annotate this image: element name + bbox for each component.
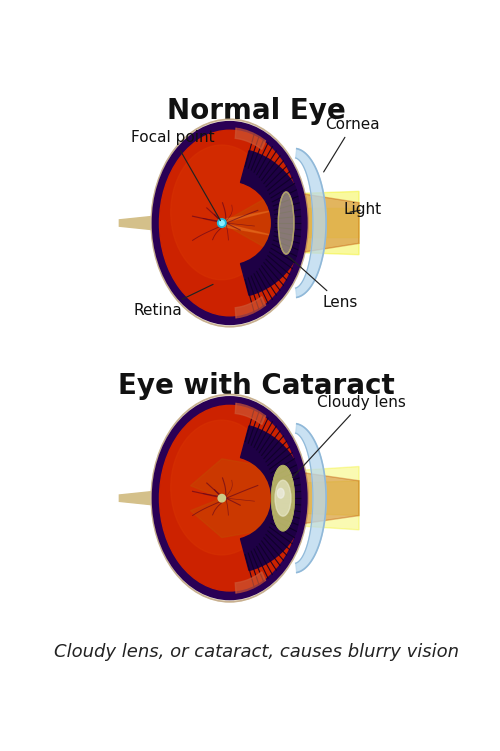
Ellipse shape (152, 119, 308, 327)
Text: Lens: Lens (288, 256, 358, 310)
Polygon shape (222, 210, 273, 236)
Ellipse shape (155, 400, 304, 597)
Circle shape (220, 221, 224, 225)
Text: Normal Eye: Normal Eye (167, 97, 346, 125)
Circle shape (218, 219, 226, 228)
Polygon shape (236, 124, 268, 149)
Wedge shape (240, 426, 304, 571)
Wedge shape (240, 151, 304, 295)
Text: Retina: Retina (134, 285, 213, 318)
Ellipse shape (152, 394, 308, 602)
Circle shape (218, 494, 226, 502)
Ellipse shape (272, 466, 294, 531)
Polygon shape (236, 572, 268, 597)
Polygon shape (222, 192, 359, 254)
Polygon shape (296, 424, 326, 572)
Polygon shape (236, 399, 268, 424)
Polygon shape (190, 459, 359, 538)
Ellipse shape (170, 420, 272, 555)
Text: Light: Light (344, 202, 382, 217)
Text: Cloudy lens: Cloudy lens (292, 395, 406, 478)
Ellipse shape (278, 488, 284, 498)
Polygon shape (222, 209, 359, 237)
Polygon shape (222, 192, 359, 255)
Polygon shape (120, 216, 152, 230)
Text: Cloudy lens, or cataract, causes blurry vision: Cloudy lens, or cataract, causes blurry … (54, 643, 459, 661)
Text: Cornea: Cornea (324, 117, 380, 172)
Ellipse shape (155, 124, 304, 322)
Ellipse shape (160, 130, 300, 316)
Ellipse shape (275, 480, 291, 516)
Polygon shape (222, 465, 359, 532)
Polygon shape (202, 459, 359, 538)
Ellipse shape (278, 192, 294, 254)
Text: Focal point: Focal point (132, 131, 220, 221)
Polygon shape (296, 149, 326, 297)
Text: Eye with Cataract: Eye with Cataract (118, 372, 394, 400)
Ellipse shape (160, 406, 300, 591)
Polygon shape (120, 491, 152, 505)
Ellipse shape (170, 145, 272, 280)
Polygon shape (236, 297, 268, 322)
